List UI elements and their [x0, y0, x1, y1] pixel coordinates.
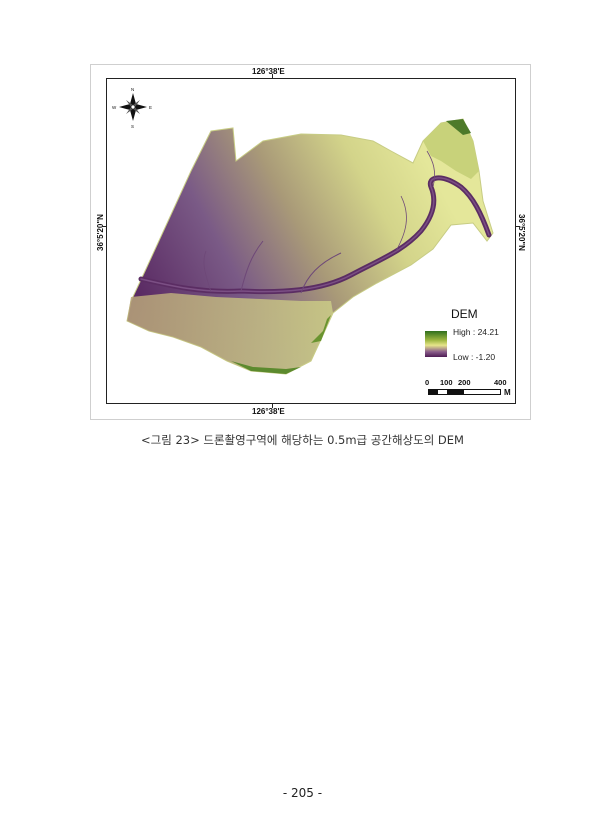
scale-label-200: 200 — [458, 378, 471, 387]
scale-unit: M — [504, 388, 511, 397]
tick-left — [102, 226, 106, 227]
dem-map: N S E W — [112, 87, 494, 375]
figure-caption: <그림 23> 드론촬영구역에 해당하는 0.5m급 공간해상도의 DEM — [141, 433, 464, 447]
coord-label-top: 126°38'E — [252, 67, 285, 76]
compass-e: E — [149, 105, 152, 110]
scale-label-0: 0 — [425, 378, 430, 387]
legend-color-ramp — [425, 331, 447, 357]
tick-top — [272, 74, 273, 78]
coord-label-left: 36°5'20"N — [95, 214, 105, 251]
page-number: - 205 - — [282, 786, 323, 800]
map-frame: N S E W — [106, 78, 516, 404]
compass-n: N — [131, 87, 134, 92]
scale-bar — [428, 389, 501, 395]
tick-right — [516, 226, 520, 227]
legend-high-label: High : 24.21 — [453, 327, 499, 337]
tick-bottom — [272, 404, 273, 408]
coord-label-bottom: 126°38'E — [252, 407, 285, 416]
legend-low-label: Low : -1.20 — [453, 352, 496, 362]
compass-s: S — [131, 124, 134, 129]
dem-south-terrain — [127, 293, 333, 374]
scale-label-400: 400 — [494, 378, 507, 387]
legend-title: DEM — [451, 307, 478, 321]
coord-label-right: 36°5'20"N — [516, 214, 526, 251]
compass-w: W — [112, 105, 117, 110]
scale-label-100: 100 — [440, 378, 453, 387]
compass-rose — [119, 93, 147, 121]
